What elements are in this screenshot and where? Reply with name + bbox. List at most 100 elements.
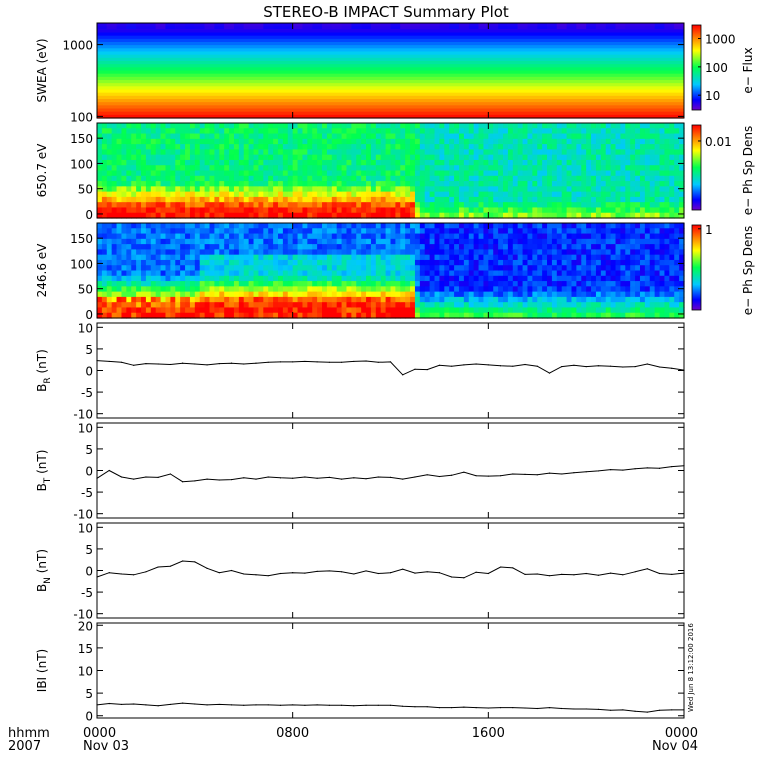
pad-cell (400, 307, 406, 314)
pad-cell (243, 212, 250, 219)
pad-cell (434, 133, 441, 140)
pad-cell (674, 286, 680, 293)
pad-cell (615, 202, 622, 209)
pad-cell (297, 223, 304, 229)
pad-cell (434, 165, 441, 172)
pad-cell (429, 165, 436, 172)
pad-cell (449, 159, 455, 166)
pad-cell (170, 228, 176, 235)
pad-cell (175, 175, 181, 182)
pad-cell (189, 154, 196, 161)
pad-cell (375, 275, 382, 282)
pad-cell (674, 270, 680, 277)
pad-cell (449, 165, 455, 172)
pad-cell (576, 165, 582, 172)
pad-cell (635, 238, 641, 245)
pad-cell (429, 181, 436, 187)
swea-cell (351, 23, 362, 29)
pad-cell (277, 207, 284, 214)
pad-cell (537, 286, 543, 293)
pad-cell (439, 170, 445, 177)
pad-cell (219, 254, 225, 261)
pad-cell (512, 270, 519, 277)
pad-cell (282, 181, 289, 187)
pad-cell (664, 133, 670, 140)
pad-cell (282, 165, 289, 172)
pad-cell (346, 128, 352, 135)
pad-cell (571, 133, 577, 140)
pad-cell (542, 302, 548, 309)
pad-cell (674, 186, 680, 193)
data-point (218, 703, 220, 706)
pad-cell (258, 270, 264, 277)
pad-cell (346, 270, 352, 277)
pad-cell (551, 244, 558, 250)
pad-cell (390, 144, 396, 150)
pad-cell (229, 249, 235, 256)
pad-cell (361, 212, 367, 219)
pad-cell (150, 186, 157, 193)
pad-cell (454, 191, 460, 198)
pad-cell (199, 196, 206, 203)
pad-cell (390, 191, 396, 198)
pad-cell (679, 165, 685, 172)
pad-cell (424, 181, 431, 187)
pad-cell (204, 170, 211, 177)
pad-cell (155, 302, 162, 309)
pad-cell (507, 307, 514, 314)
pad-cell (542, 296, 548, 303)
pad-cell (312, 228, 318, 235)
y-tick-label: 0 (85, 365, 93, 379)
pad-cell (273, 138, 279, 145)
pad-cell (674, 249, 680, 256)
pad-cell (141, 170, 147, 177)
pad-cell (644, 133, 651, 140)
pad-cell (595, 159, 602, 166)
pad-cell (219, 207, 225, 214)
pad-cell (439, 159, 445, 166)
pad-cell (361, 286, 367, 293)
pad-cell (209, 281, 215, 287)
y-tick-label: -10 (73, 608, 93, 622)
pad-cell (331, 159, 338, 166)
pad-cell (600, 254, 607, 261)
pad-cell (468, 138, 475, 145)
pad-cell (644, 244, 651, 250)
pad-cell (522, 259, 529, 266)
pad-cell (395, 170, 401, 177)
pad-cell (116, 265, 123, 272)
pad-cell (503, 123, 509, 129)
pad-cell (576, 207, 582, 214)
pad-cell (346, 307, 352, 314)
pad-cell (449, 149, 455, 156)
pad-cell (238, 254, 245, 261)
pad-cell (273, 281, 279, 287)
pad-cell (136, 259, 142, 266)
pad-cell (155, 144, 162, 150)
pad-cell (204, 196, 211, 203)
pad-cell (180, 149, 186, 156)
pad-cell (561, 270, 568, 277)
pad-cell (551, 281, 558, 287)
pad-cell (635, 307, 641, 314)
pad-cell (419, 228, 426, 235)
pad-cell (600, 312, 607, 319)
pad-cell (581, 296, 587, 303)
pad-cell (375, 207, 382, 214)
pad-cell (214, 275, 220, 282)
pad-cell (547, 307, 553, 314)
pad-cell (512, 138, 519, 145)
pad-cell (542, 275, 548, 282)
pad-cell (571, 259, 577, 266)
pad-cell (405, 138, 411, 145)
pad-cell (566, 202, 573, 209)
pad-cell (150, 196, 157, 203)
y-tick-label: 5 (85, 443, 93, 457)
pad-cell (586, 254, 592, 261)
pad-cell (674, 244, 680, 250)
pad-cell (405, 312, 411, 319)
pad-cell (341, 228, 348, 235)
pad-cell (605, 244, 612, 250)
pad-cell (419, 265, 426, 272)
pad-cell (341, 181, 348, 187)
